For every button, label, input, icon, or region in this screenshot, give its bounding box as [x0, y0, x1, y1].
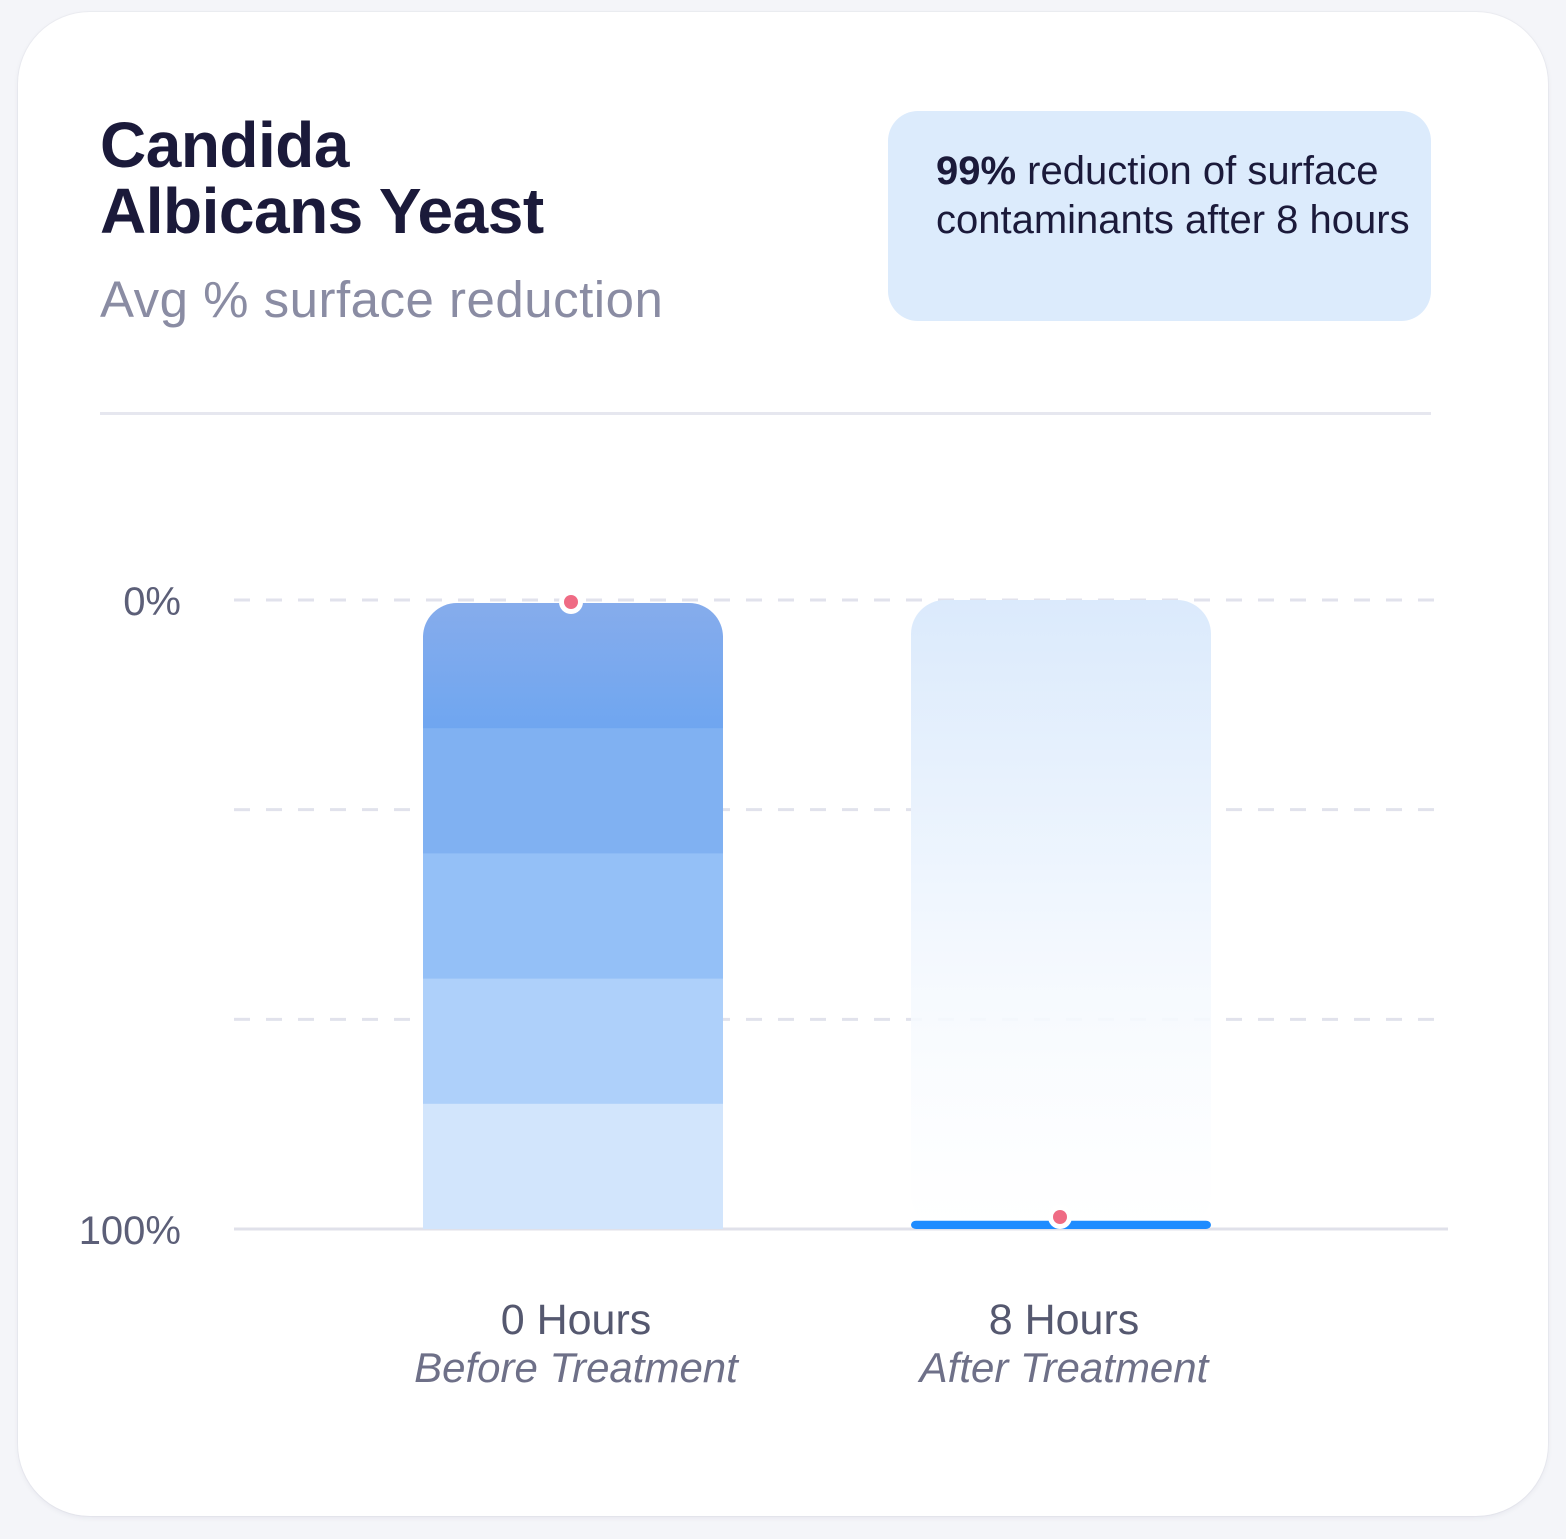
chart-title-line2: Albicans Yeast	[100, 175, 544, 247]
bar-after-background	[911, 600, 1211, 1229]
chart-subtitle: Avg % surface reduction	[100, 271, 664, 328]
callout-percentage: 99%	[936, 149, 1017, 193]
x-category-label: 8 Hours	[989, 1296, 1140, 1344]
y-tick-label: 0%	[123, 580, 181, 624]
x-category-sublabel: Before Treatment	[414, 1344, 740, 1391]
bar-before-treatment	[423, 603, 723, 1229]
value-marker	[564, 595, 578, 609]
header-divider	[100, 412, 1431, 415]
chart-title: Candida Albicans Yeast	[100, 112, 544, 244]
y-tick-label: 100%	[79, 1209, 181, 1253]
x-category-sublabel: After Treatment	[917, 1344, 1211, 1391]
bar-band	[423, 603, 723, 729]
bar-band	[423, 1103, 723, 1229]
bar-band	[423, 978, 723, 1105]
reduction-callout: 99% reduction of surface contaminants af…	[888, 111, 1431, 321]
callout-text: reduction of surface contaminants after …	[936, 149, 1410, 242]
chart-title-line1: Candida	[100, 109, 349, 181]
bar-band	[423, 853, 723, 980]
value-marker	[1053, 1210, 1067, 1224]
bar-band	[423, 728, 723, 854]
x-category-label: 0 Hours	[501, 1296, 652, 1344]
